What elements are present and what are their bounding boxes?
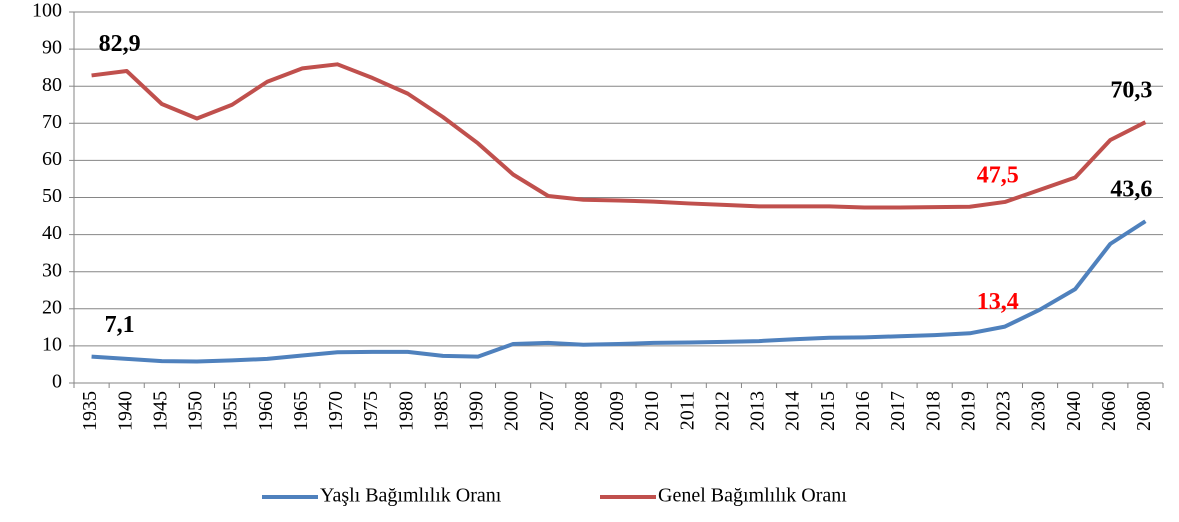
x-tick-label: 1975 (360, 391, 382, 431)
x-tick-label: 1980 (395, 391, 417, 431)
y-tick-label: 20 (42, 296, 62, 318)
x-tick-label: 2080 (1133, 391, 1155, 431)
x-tick-label: 1955 (220, 391, 242, 431)
data-label: 70,3 (1110, 78, 1152, 104)
x-tick-label: 2016 (852, 391, 874, 431)
y-tick-label: 50 (42, 185, 62, 207)
x-tick-label: 1960 (255, 391, 277, 431)
x-tick-label: 1965 (290, 391, 312, 431)
x-tick-label: 2015 (817, 391, 839, 431)
x-tick-label: 1940 (114, 391, 136, 431)
x-tick-label: 2030 (1028, 391, 1050, 431)
y-tick-label: 30 (42, 259, 62, 281)
x-tick-label: 2060 (1098, 391, 1120, 431)
x-tick-label: 2007 (536, 391, 558, 431)
x-tick-label: 2023 (993, 391, 1015, 431)
x-tick-label: 2009 (606, 391, 628, 431)
series-line (91, 219, 1147, 364)
legend-label: Genel Bağımlılık Oranı (658, 485, 847, 507)
x-tick-label: 1950 (185, 391, 207, 431)
x-tick-label: 1990 (466, 391, 488, 431)
x-tick-label: 2019 (957, 391, 979, 431)
y-tick-label: 40 (42, 222, 62, 244)
data-label: 13,4 (977, 289, 1019, 315)
y-tick-label: 10 (42, 333, 62, 355)
y-tick-label: 0 (52, 371, 62, 393)
x-tick-label: 1945 (149, 391, 171, 431)
data-label: 47,5 (977, 162, 1019, 188)
x-tick-label: 1970 (325, 391, 347, 431)
series-line (91, 62, 1147, 210)
x-tick-label: 2014 (782, 391, 804, 431)
y-tick-label: 100 (32, 0, 62, 22)
x-tick-label: 2010 (641, 391, 663, 431)
x-tick-label: 2040 (1063, 391, 1085, 431)
y-tick-label: 90 (42, 37, 62, 59)
legend-label: Yaşlı Bağımlılık Oranı (320, 485, 502, 507)
x-tick-label: 2018 (922, 391, 944, 431)
x-tick-label: 1985 (430, 391, 452, 431)
x-tick-label: 2012 (711, 391, 733, 431)
y-tick-label: 80 (42, 74, 62, 96)
data-label: 7,1 (105, 312, 135, 338)
data-label: 82,9 (99, 31, 141, 57)
x-tick-label: 1935 (79, 391, 101, 431)
x-tick-label: 2011 (676, 391, 698, 430)
x-tick-label: 2017 (887, 391, 909, 431)
y-tick-label: 70 (42, 111, 62, 133)
y-tick-label: 60 (42, 148, 62, 170)
data-label: 43,6 (1110, 177, 1152, 203)
x-tick-label: 2008 (571, 391, 593, 431)
x-tick-label: 2000 (501, 391, 523, 431)
x-tick-label: 2013 (747, 391, 769, 431)
